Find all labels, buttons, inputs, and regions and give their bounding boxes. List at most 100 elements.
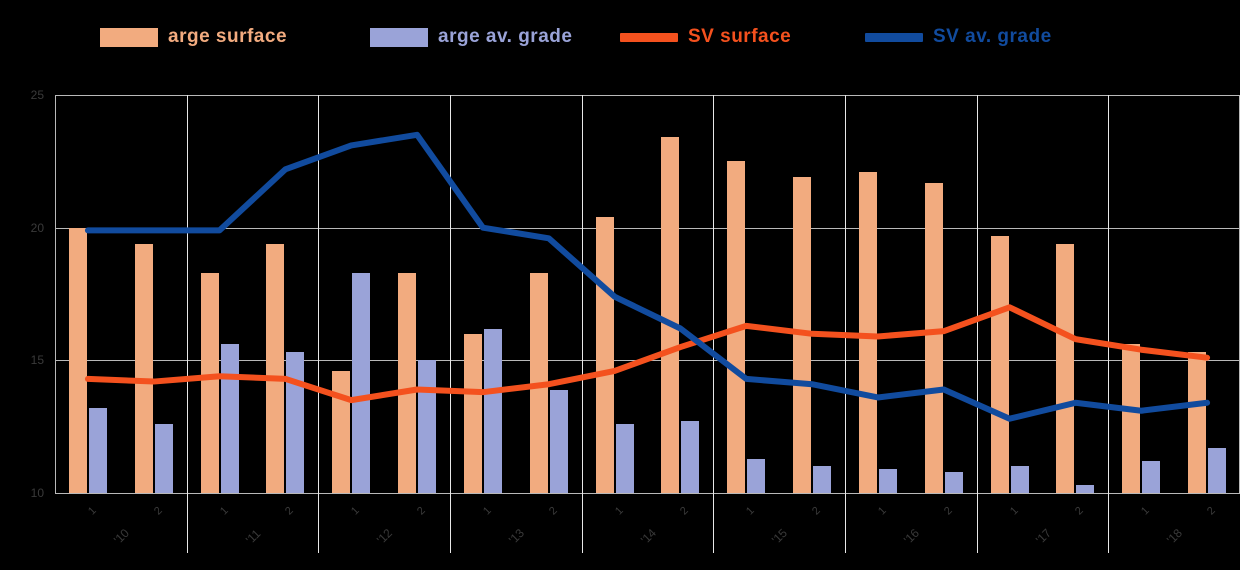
bar-grade-2	[220, 344, 239, 493]
x-axis-line	[55, 493, 1240, 494]
x-subtick-8-1: 2	[1205, 504, 1218, 518]
x-group-separator-6	[845, 493, 846, 553]
x-group-separator-2	[318, 493, 320, 553]
x-group-label-5: '15	[769, 525, 791, 547]
group-separator-5	[713, 95, 715, 493]
legend-arge-av-grade-swatch	[370, 27, 428, 47]
x-subtick-5-1: 2	[810, 504, 823, 518]
x-subtick-7-0: 1	[1007, 504, 1021, 518]
y-tick-label-15: 15	[30, 353, 44, 368]
bar-surface-13	[924, 182, 943, 493]
x-subtick-3-1: 2	[546, 504, 560, 518]
bar-surface-12	[858, 171, 877, 493]
x-group-label-2: '12	[374, 525, 396, 547]
x-subtick-6-0: 1	[875, 504, 889, 518]
bar-surface-5	[398, 272, 417, 493]
bar-surface-1	[134, 243, 153, 493]
group-separator-3	[450, 95, 451, 493]
plot-area	[55, 95, 1240, 494]
bar-surface-15	[1056, 243, 1075, 493]
x-subtick-4-1: 2	[678, 504, 692, 518]
bar-grade-13	[944, 471, 963, 493]
group-separator-6	[845, 95, 846, 493]
group-separator-8	[1108, 95, 1110, 493]
bar-surface-9	[661, 137, 680, 493]
x-subtick-3-0: 1	[480, 504, 494, 518]
x-subtick-2-1: 2	[415, 504, 428, 518]
line-layer	[84, 131, 1211, 422]
gridline-25	[55, 95, 1240, 96]
bar-surface-0	[68, 227, 87, 493]
x-subtick-1-1: 2	[283, 504, 297, 518]
x-group-label-6: '16	[900, 525, 922, 547]
bar-surface-16	[1122, 344, 1141, 493]
bar-grade-5	[418, 360, 437, 493]
y-tick-label-25: 25	[30, 88, 44, 102]
legend-arge-av-grade[interactable]: arge av. grade	[370, 26, 572, 48]
legend-sv-av-grade[interactable]: SV av. grade	[865, 26, 1052, 48]
y-tick-label-10: 10	[30, 486, 44, 500]
bar-grade-10	[747, 458, 766, 493]
x-subtick-0-0: 1	[85, 504, 99, 518]
legend-sv-av-grade-swatch	[865, 32, 923, 42]
gridline-20	[55, 227, 1240, 229]
bar-grade-3	[286, 352, 305, 493]
x-group-label-1: '11	[242, 526, 263, 547]
x-subtick-5-0: 1	[744, 504, 758, 518]
x-subtick-4-0: 1	[612, 504, 626, 518]
group-separator-2	[318, 95, 320, 493]
x-group-separator-4	[581, 493, 583, 553]
x-subtick-1-0: 1	[217, 504, 231, 518]
bar-surface-17	[1188, 352, 1207, 493]
bar-grade-7	[549, 389, 568, 493]
legend-arge-surface[interactable]: arge surface	[100, 26, 287, 48]
bar-grade-1	[154, 424, 173, 493]
legend-arge-surface-label: arge surface	[168, 26, 288, 47]
x-group-label-8: '18	[1164, 525, 1186, 547]
bar-surface-2	[200, 272, 219, 493]
bar-grade-9	[681, 421, 700, 493]
x-group-label-3: '13	[505, 525, 527, 547]
x-subtick-6-1: 2	[941, 504, 955, 518]
bar-grade-15	[1076, 485, 1095, 493]
x-subtick-7-1: 2	[1073, 504, 1087, 518]
x-group-separator-7	[976, 493, 978, 553]
bar-surface-3	[266, 243, 285, 493]
legend-sv-surface-label: SV surface	[688, 26, 792, 47]
y-tick-label-20: 20	[30, 220, 44, 235]
bar-surface-14	[990, 235, 1009, 493]
bar-surface-6	[463, 333, 482, 493]
x-group-separator-5	[713, 493, 715, 553]
bar-grade-16	[1142, 461, 1161, 493]
x-group-label-0: '10	[110, 525, 132, 547]
x-group-separator-3	[450, 493, 451, 553]
legend-arge-surface-swatch	[100, 27, 158, 47]
bar-grade-6	[483, 328, 502, 493]
x-axis: 1 2 '10 1 2 '11 1 2 '12 1 2 '13 1 2 '14 1 2 '15 1 2 '16 1 2 '17…	[55, 493, 1240, 570]
line-sv-surface	[84, 304, 1211, 404]
legend-sv-surface-swatch	[620, 32, 678, 42]
line-sv-av-grade	[84, 131, 1211, 422]
bar-grade-0	[88, 408, 107, 493]
group-separator-4	[581, 95, 583, 493]
bar-grade-8	[615, 424, 634, 493]
x-subtick-2-0: 1	[349, 504, 363, 518]
bar-grade-4	[352, 272, 371, 493]
chart-legend: arge surface arge av. grade SV surface SV a…	[0, 0, 1240, 78]
x-group-label-7: '17	[1032, 525, 1054, 547]
bar-grade-11	[813, 466, 832, 493]
legend-sv-surface[interactable]: SV surface	[620, 26, 791, 48]
x-subtick-8-0: 1	[1139, 504, 1153, 518]
bar-grade-14	[1010, 466, 1029, 493]
group-separator-1	[186, 95, 188, 493]
x-group-separator-8	[1108, 493, 1110, 553]
bar-grade-17	[1208, 447, 1227, 493]
bar-grade-12	[878, 469, 897, 493]
x-group-label-4: '14	[637, 525, 659, 547]
legend-arge-av-grade-label: arge av. grade	[438, 26, 573, 47]
x-subtick-0-1: 2	[151, 504, 165, 518]
y-axis-line	[55, 95, 56, 493]
group-separator-7	[976, 95, 978, 493]
legend-sv-av-grade-label: SV av. grade	[933, 26, 1052, 47]
